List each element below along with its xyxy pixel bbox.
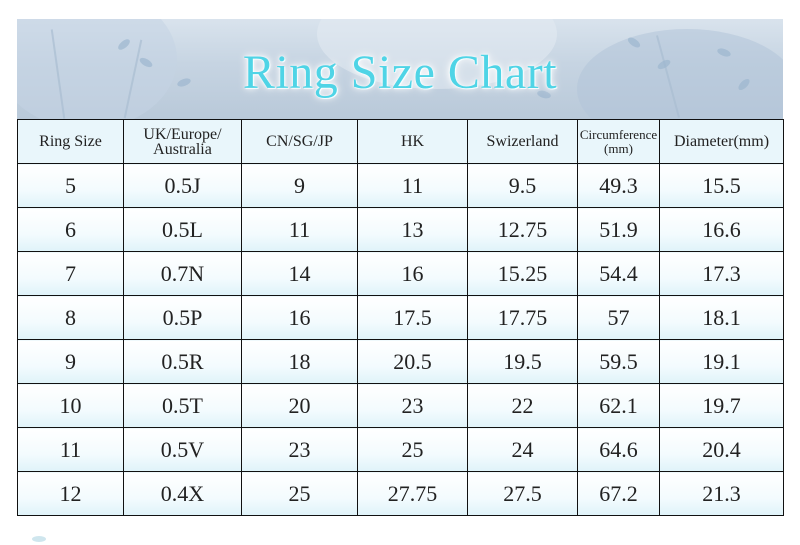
title-banner: Ring Size Chart xyxy=(17,19,783,119)
table-row: 11 0.5V 23 25 24 64.6 20.4 xyxy=(17,427,784,472)
page-title: Ring Size Chart xyxy=(242,46,558,99)
cell-cn-sg-jp: 18 xyxy=(241,339,358,384)
cell-ring-size: 12 xyxy=(17,471,124,516)
table-row: 8 0.5P 16 17.5 17.75 57 18.1 xyxy=(17,295,784,340)
cell-cn-sg-jp: 20 xyxy=(241,383,358,428)
header-uk-europe-australia: UK/Europe/ Australia xyxy=(123,119,242,164)
header-hk: HK xyxy=(357,119,468,164)
cell-uk-europe-australia: 0.5L xyxy=(123,207,242,252)
cell-circumference: 67.2 xyxy=(577,471,660,516)
header-label: UK/Europe/ xyxy=(143,125,222,143)
header-label-line2: (mm) xyxy=(604,140,633,156)
header-label-line2: Australia xyxy=(153,140,212,158)
table-row: 12 0.4X 25 27.75 27.5 67.2 21.3 xyxy=(17,471,784,516)
cell-uk-europe-australia: 0.5J xyxy=(123,163,242,208)
cell-diameter: 19.1 xyxy=(659,339,784,384)
table-row: 10 0.5T 20 23 22 62.1 19.7 xyxy=(17,383,784,428)
cell-uk-europe-australia: 0.5R xyxy=(123,339,242,384)
cell-ring-size: 10 xyxy=(17,383,124,428)
cell-diameter: 20.4 xyxy=(659,427,784,472)
cell-ring-size: 11 xyxy=(17,427,124,472)
header-diameter: Diameter(mm) xyxy=(659,119,784,164)
ring-size-table: Ring Size UK/Europe/ Australia CN/SG/JP … xyxy=(17,119,784,516)
cell-ring-size: 5 xyxy=(17,163,124,208)
cell-diameter: 17.3 xyxy=(659,251,784,296)
cell-switzerland: 24 xyxy=(467,427,578,472)
table-row: 6 0.5L 11 13 12.75 51.9 16.6 xyxy=(17,207,784,252)
cell-circumference: 62.1 xyxy=(577,383,660,428)
table-row: 9 0.5R 18 20.5 19.5 59.5 19.1 xyxy=(17,339,784,384)
cell-ring-size: 7 xyxy=(17,251,124,296)
cell-uk-europe-australia: 0.5V xyxy=(123,427,242,472)
cell-switzerland: 22 xyxy=(467,383,578,428)
cell-hk: 17.5 xyxy=(357,295,468,340)
cell-switzerland: 19.5 xyxy=(467,339,578,384)
cell-hk: 13 xyxy=(357,207,468,252)
cell-hk: 11 xyxy=(357,163,468,208)
cell-switzerland: 12.75 xyxy=(467,207,578,252)
cell-circumference: 59.5 xyxy=(577,339,660,384)
cell-switzerland: 27.5 xyxy=(467,471,578,516)
header-switzerland: Swizerland xyxy=(467,119,578,164)
header-label: Circumference xyxy=(579,126,658,142)
cell-uk-europe-australia: 0.7N xyxy=(123,251,242,296)
cell-cn-sg-jp: 23 xyxy=(241,427,358,472)
cell-hk: 23 xyxy=(357,383,468,428)
header-ring-size: Ring Size xyxy=(17,119,124,164)
header-label: Ring Size xyxy=(39,133,102,150)
cell-uk-europe-australia: 0.5P xyxy=(123,295,242,340)
cell-cn-sg-jp: 9 xyxy=(241,163,358,208)
cell-cn-sg-jp: 25 xyxy=(241,471,358,516)
cell-circumference: 64.6 xyxy=(577,427,660,472)
cell-ring-size: 6 xyxy=(17,207,124,252)
banner-decoration xyxy=(577,29,783,119)
cell-diameter: 16.6 xyxy=(659,207,784,252)
cell-ring-size: 8 xyxy=(17,295,124,340)
header-label: Diameter(mm) xyxy=(673,133,770,150)
cell-cn-sg-jp: 11 xyxy=(241,207,358,252)
header-cn-sg-jp: CN/SG/JP xyxy=(241,119,358,164)
cell-diameter: 21.3 xyxy=(659,471,784,516)
header-label: Swizerland xyxy=(486,133,559,150)
header-circumference: Circumference (mm) xyxy=(577,119,660,164)
cell-switzerland: 15.25 xyxy=(467,251,578,296)
header-label: HK xyxy=(400,133,425,150)
table-row: 5 0.5J 9 11 9.5 49.3 15.5 xyxy=(17,163,784,208)
cell-uk-europe-australia: 0.4X xyxy=(123,471,242,516)
banner-decoration xyxy=(17,19,177,119)
cell-hk: 20.5 xyxy=(357,339,468,384)
cell-circumference: 49.3 xyxy=(577,163,660,208)
cell-switzerland: 17.75 xyxy=(467,295,578,340)
cell-circumference: 54.4 xyxy=(577,251,660,296)
cell-cn-sg-jp: 14 xyxy=(241,251,358,296)
cell-hk: 25 xyxy=(357,427,468,472)
cell-hk: 16 xyxy=(357,251,468,296)
table-row: 7 0.7N 14 16 15.25 54.4 17.3 xyxy=(17,251,784,296)
cell-ring-size: 9 xyxy=(17,339,124,384)
cell-diameter: 15.5 xyxy=(659,163,784,208)
decorative-leaf xyxy=(32,536,46,542)
cell-hk: 27.75 xyxy=(357,471,468,516)
header-row: Ring Size UK/Europe/ Australia CN/SG/JP … xyxy=(17,119,784,164)
cell-circumference: 57 xyxy=(577,295,660,340)
cell-switzerland: 9.5 xyxy=(467,163,578,208)
cell-diameter: 18.1 xyxy=(659,295,784,340)
cell-uk-europe-australia: 0.5T xyxy=(123,383,242,428)
header-label: CN/SG/JP xyxy=(266,133,333,150)
cell-diameter: 19.7 xyxy=(659,383,784,428)
cell-circumference: 51.9 xyxy=(577,207,660,252)
cell-cn-sg-jp: 16 xyxy=(241,295,358,340)
